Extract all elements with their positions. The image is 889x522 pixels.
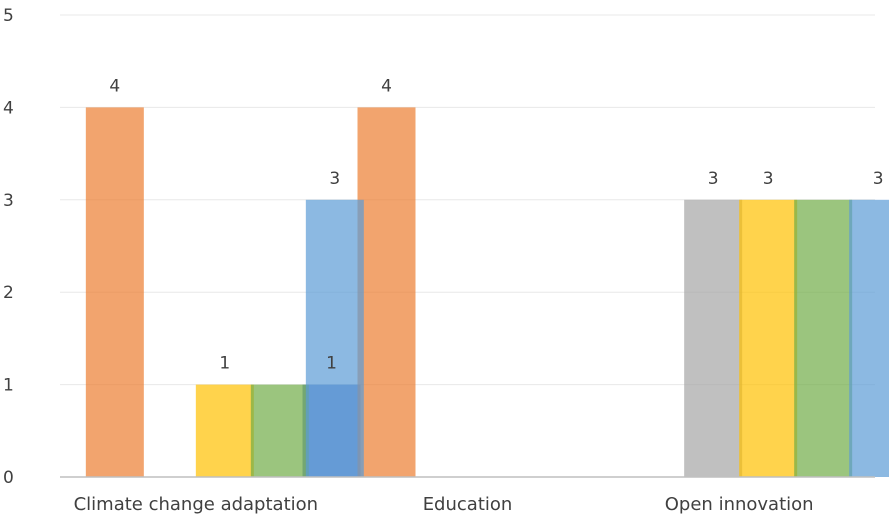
data-label: 3 xyxy=(329,169,340,189)
x-tick-label: Open innovation xyxy=(665,494,814,515)
y-tick-label: 0 xyxy=(3,468,14,488)
data-label: 3 xyxy=(708,169,719,189)
x-tick-label: Education xyxy=(423,494,513,515)
y-tick-label: 3 xyxy=(3,191,14,211)
data-labels: 4 1 3 1 4 3 3 3 xyxy=(109,76,883,373)
data-label: 1 xyxy=(326,354,337,374)
bar xyxy=(794,199,853,478)
data-label: 4 xyxy=(381,76,392,96)
bars xyxy=(85,107,889,478)
bar xyxy=(684,199,743,478)
y-tick-label: 2 xyxy=(3,283,14,303)
bar xyxy=(305,199,364,478)
bar xyxy=(250,384,309,477)
data-label: 1 xyxy=(219,354,230,374)
bar xyxy=(85,107,144,478)
bar xyxy=(195,384,254,477)
y-tick-label: 4 xyxy=(3,98,14,118)
bar xyxy=(357,107,416,478)
data-label: 3 xyxy=(873,169,884,189)
axes: 0 1 2 3 4 5 Climate change adaptation Education… xyxy=(3,6,875,515)
bar xyxy=(739,199,798,478)
bar xyxy=(849,199,889,478)
x-tick-label: Climate change adaptation xyxy=(74,494,318,515)
data-label: 3 xyxy=(763,169,774,189)
data-label: 4 xyxy=(109,76,120,96)
y-tick-label: 1 xyxy=(3,376,14,396)
y-tick-label: 5 xyxy=(3,6,14,26)
